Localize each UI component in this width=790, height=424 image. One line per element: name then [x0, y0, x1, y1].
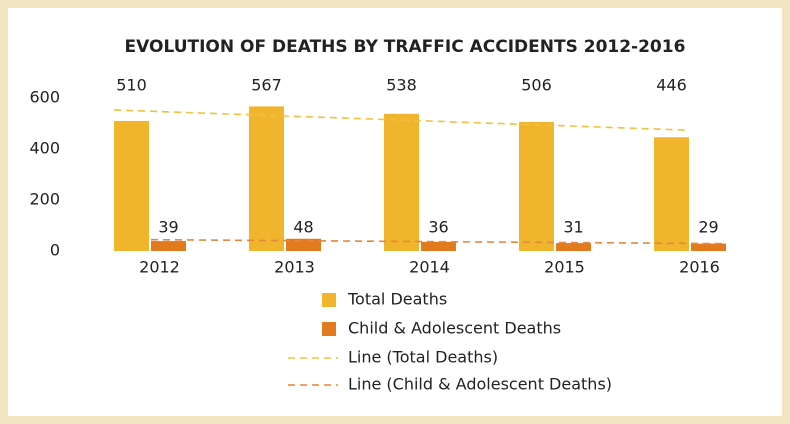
x-tick-label: 2013 [274, 258, 315, 277]
legend-label: Child & Adolescent Deaths [348, 319, 561, 338]
data-label: 567 [251, 76, 282, 95]
data-label: 446 [656, 76, 687, 95]
bar [114, 120, 149, 251]
data-label: 31 [563, 218, 583, 237]
x-tick-label: 2014 [409, 258, 450, 277]
bar [519, 121, 554, 251]
y-tick-label: 0 [50, 241, 60, 260]
bar [286, 238, 321, 251]
y-tick-label: 400 [29, 139, 60, 158]
data-label: 510 [116, 76, 147, 95]
y-tick-label: 200 [29, 190, 60, 209]
bar [421, 241, 456, 251]
x-tick-label: 2015 [544, 258, 585, 277]
data-label: 538 [386, 76, 417, 95]
legend-swatch [322, 322, 336, 336]
bar [151, 241, 186, 251]
x-tick-label: 2012 [139, 258, 180, 277]
y-tick-label: 600 [29, 88, 60, 107]
data-label: 48 [293, 218, 313, 237]
data-label: 29 [698, 218, 718, 237]
bar [249, 106, 284, 251]
legend-label: Line (Total Deaths) [348, 348, 498, 367]
data-label: 36 [428, 218, 448, 237]
legend-label: Line (Child & Adolescent Deaths) [348, 375, 612, 394]
x-tick-label: 2016 [679, 258, 720, 277]
bar [556, 243, 591, 251]
bar [654, 137, 689, 251]
data-label: 506 [521, 76, 552, 95]
bar [691, 243, 726, 251]
bar [384, 113, 419, 251]
legend-label: Total Deaths [347, 290, 447, 309]
chart-title: EVOLUTION OF DEATHS BY TRAFFIC ACCIDENTS… [125, 37, 686, 57]
data-label: 39 [158, 218, 178, 237]
legend-swatch [322, 293, 336, 307]
